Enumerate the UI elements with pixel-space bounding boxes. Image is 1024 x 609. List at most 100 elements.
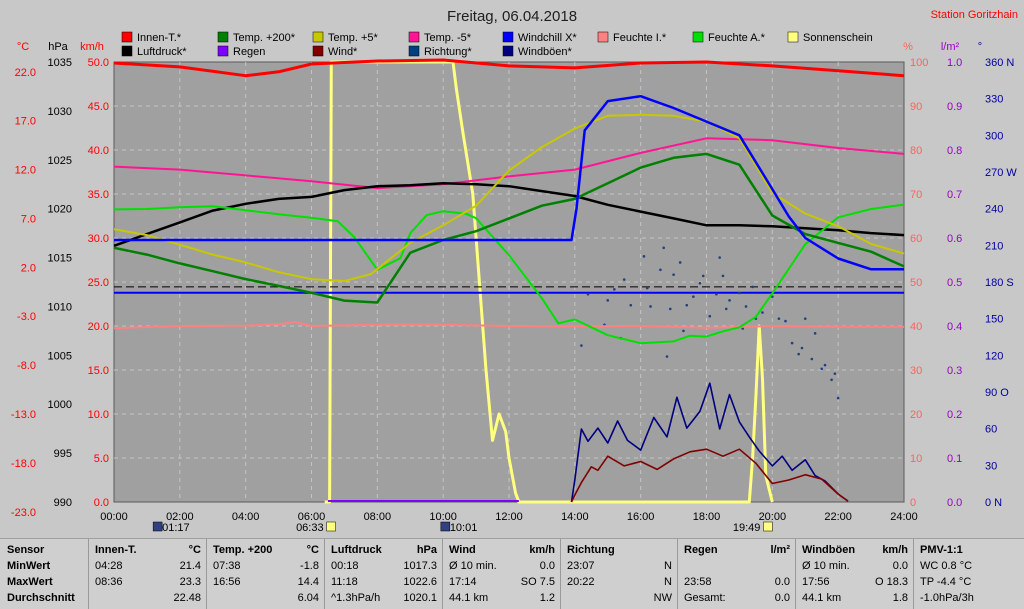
wind-direction-point <box>708 314 712 318</box>
temp-tick-label: 17.0 <box>15 116 36 128</box>
wind-direction-point <box>761 311 764 314</box>
legend-swatch <box>312 45 324 57</box>
legend-swatch <box>787 31 799 43</box>
wind-direction-point <box>777 317 781 320</box>
series-line-gusts <box>570 382 849 503</box>
x-tick-label: 22:00 <box>824 511 852 523</box>
direction-tick-label: 60 <box>985 424 997 436</box>
max-time: 16:56 <box>213 576 241 588</box>
max-time: 17:56 <box>802 576 830 588</box>
direction-tick-label: 150 <box>985 314 1003 326</box>
min-time: 00:18 <box>331 560 359 572</box>
wind-tick-label: 30.0 <box>88 233 109 245</box>
direction-tick-label: 90 O <box>985 387 1009 399</box>
x-tick-label: 18:00 <box>693 511 721 523</box>
legend-label: Temp. -5* <box>424 32 472 44</box>
wind-direction-point <box>668 307 672 311</box>
series-line-windchill <box>114 94 904 271</box>
average-label: 44.1 km <box>449 592 489 604</box>
direction-tick-label: 270 W <box>985 167 1017 179</box>
wind-direction-point <box>692 295 695 298</box>
average-value: NW <box>653 592 672 604</box>
column-unit: km/h <box>882 544 908 556</box>
legend-label: Regen <box>233 46 265 58</box>
legend-label: Feuchte I.* <box>613 32 667 44</box>
legend-label: Innen-T.* <box>137 32 182 44</box>
wind-direction-point <box>833 372 837 375</box>
row-label-max: MaxWert <box>7 576 53 588</box>
wind-tick-label: 10.0 <box>88 409 109 421</box>
pressure-tick-label: 1005 <box>48 350 72 362</box>
series-line-humidity-in <box>113 321 904 330</box>
wind-direction-point <box>830 378 833 382</box>
average-value: 0.0 <box>774 592 790 604</box>
max-time: 23:58 <box>684 576 712 588</box>
wind-tick-label: 20.0 <box>88 321 109 333</box>
pressure-tick-label: 1010 <box>48 301 72 313</box>
column-header: Temp. +200 <box>213 544 273 556</box>
rain-tick-label: 0.2 <box>947 409 962 421</box>
humidity-tick-label: 10 <box>910 453 922 465</box>
wind-tick-label: 35.0 <box>88 189 109 201</box>
column-header: PMV-1:1 <box>920 544 963 556</box>
wind-tick-label: 40.0 <box>88 145 109 157</box>
wind-tick-label: 50.0 <box>88 57 109 69</box>
average-value: 6.04 <box>297 592 319 604</box>
x-tick-label: 20:00 <box>759 511 787 523</box>
direction-tick-label: 240 <box>985 204 1003 216</box>
humidity-tick-label: 20 <box>910 409 922 421</box>
min-time: 07:38 <box>213 560 241 572</box>
table-column: Temp. +200 °C 07:38 -1.8 16:56 14.4 6.04 <box>206 539 325 609</box>
wind-direction-point <box>649 305 652 308</box>
chart-title: Freitag, 06.04.2018 <box>447 8 577 25</box>
min-value: 0.0 <box>892 560 908 572</box>
temp-tick-label: 22.0 <box>15 67 36 79</box>
average-label: ^1.3hPa/h <box>331 592 381 604</box>
direction-tick-label: 360 N <box>985 57 1014 69</box>
max-time: 11:18 <box>331 576 358 588</box>
direction-tick-label: 0 N <box>985 497 1002 509</box>
x-tick-label: 10:00 <box>429 511 457 523</box>
wind-tick-label: 0.0 <box>94 497 109 509</box>
series-line-humidity-out <box>113 203 905 345</box>
wind-direction-point <box>701 274 705 278</box>
legend-label: Wind* <box>328 46 358 58</box>
wind-direction-point <box>698 281 702 285</box>
legend-label: Luftdruck* <box>137 46 187 58</box>
wind-direction-point <box>721 274 725 278</box>
series-line-pressure <box>113 181 905 247</box>
legend-label: Temp. +200* <box>233 32 296 44</box>
average-value: 1.8 <box>892 592 908 604</box>
average-label: 44.1 km <box>802 592 842 604</box>
average-value: 1.2 <box>539 592 555 604</box>
temp-tick-label: -18.0 <box>11 458 36 470</box>
rain-tick-label: 0.3 <box>947 365 962 377</box>
statistics-table: Sensor MinWert MaxWert Durchschnitt Inne… <box>0 538 1024 609</box>
wind-direction-point <box>800 346 804 350</box>
max-value: SO 7.5 <box>520 576 555 588</box>
wind-direction-point <box>629 303 633 307</box>
wind-direction-point <box>580 344 583 347</box>
humidity-tick-label: 70 <box>910 189 922 201</box>
row-label-average: Durchschnitt <box>7 592 75 604</box>
legend-swatch <box>502 31 514 43</box>
min-value: 21.4 <box>179 560 201 572</box>
x-tick-label: 16:00 <box>627 511 655 523</box>
legend-swatch <box>217 31 229 43</box>
column-header: Wind <box>449 544 476 556</box>
min-value: 0.0 <box>539 560 555 572</box>
max-value: O 18.3 <box>874 576 908 588</box>
wind-direction-point <box>718 256 721 259</box>
pressure-tick-label: 1020 <box>48 204 72 216</box>
table-column: Regen l/m² 23:58 0.0 Gesamt: 0.0 <box>677 539 796 609</box>
x-tick-label: 14:00 <box>561 511 589 523</box>
wind-direction-point <box>662 246 666 250</box>
legend-label: Sonnenschein <box>803 32 873 44</box>
wind-direction-point <box>836 396 840 400</box>
column-unit: hPa <box>416 544 437 556</box>
series-line-indoor-temp <box>113 58 905 78</box>
legend-swatch <box>692 31 704 43</box>
column-unit: l/m² <box>770 544 790 556</box>
moonrise-icon <box>152 521 163 532</box>
